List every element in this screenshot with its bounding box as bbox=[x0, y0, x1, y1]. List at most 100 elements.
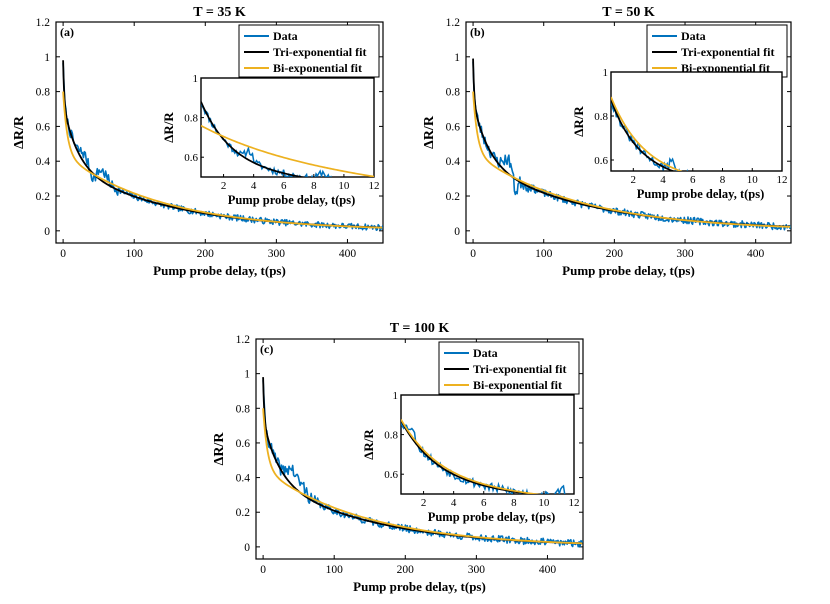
inset-x-tick-label: 4 bbox=[660, 174, 666, 186]
plot-frame bbox=[465, 21, 792, 244]
x-axis-label: Pump probe delay, t(ps) bbox=[562, 263, 695, 278]
x-tick-label: 200 bbox=[197, 248, 215, 260]
legend-tri-fit-label: Tri-exponential fit bbox=[273, 45, 366, 59]
legend-bi-fit-label: Bi-exponential fit bbox=[273, 61, 362, 75]
inset-x-tick-label: 6 bbox=[690, 174, 696, 186]
y-tick-label: 0.4 bbox=[446, 156, 461, 168]
inset-series-tri-fit bbox=[611, 99, 676, 171]
inset-x-axis-label: Pump probe delay, t(ps) bbox=[637, 187, 765, 201]
inset-x-tick-label: 4 bbox=[251, 180, 257, 192]
y-tick-label: 1.2 bbox=[446, 17, 461, 29]
inset-series-bi-fit bbox=[201, 124, 374, 177]
y-axis-label: ΔR/R bbox=[212, 432, 227, 466]
y-tick-label: 0.6 bbox=[236, 438, 251, 450]
x-tick-label: 0 bbox=[470, 248, 476, 260]
y-tick-label: 1 bbox=[244, 369, 250, 381]
inset: 2 4 6 8 10 12 0.6 0.8 1 Pump probe delay, t(ps) ΔR… bbox=[161, 73, 380, 207]
inset-frame bbox=[610, 71, 783, 172]
inset-y-tick-label: 1 bbox=[393, 390, 399, 402]
legend-data-label: Data bbox=[473, 346, 498, 360]
inset-series-tri-fit bbox=[401, 420, 538, 494]
y-tick-label: 0.2 bbox=[36, 191, 51, 203]
inset-x-tick-label: 10 bbox=[338, 180, 350, 192]
inset-x-tick-label: 8 bbox=[511, 497, 517, 509]
inset-y-axis-label: ΔR/R bbox=[361, 429, 376, 460]
y-tick-label: 0.8 bbox=[236, 403, 251, 415]
inset-x-tick-label: 12 bbox=[777, 174, 788, 186]
x-tick-label: 200 bbox=[397, 564, 415, 576]
inset-x-tick-label: 12 bbox=[569, 497, 580, 509]
inset-x-tick-label: 2 bbox=[631, 174, 637, 186]
x-tick-label: 100 bbox=[535, 248, 553, 260]
inset-frame bbox=[200, 77, 375, 178]
y-tick-label: 0 bbox=[454, 226, 460, 238]
inset-x-axis-label: Pump probe delay, t(ps) bbox=[428, 510, 556, 524]
panel-label: (c) bbox=[260, 342, 273, 356]
inset-x-tick-label: 6 bbox=[281, 180, 287, 192]
inset-y-tick-label: 0.6 bbox=[594, 155, 608, 167]
inset-series-bi-fit bbox=[611, 96, 683, 171]
series-bi-fit bbox=[472, 91, 791, 228]
inset-y-axis-label: ΔR/R bbox=[571, 106, 586, 137]
y-tick-label: 1.2 bbox=[236, 334, 251, 346]
legend-tri-fit-label: Tri-exponential fit bbox=[681, 45, 774, 59]
inset-y-tick-label: 0.6 bbox=[384, 469, 398, 481]
panel-0: T = 35 K 0 100 200 300 400 0 0.2 0.4 0.6 0.8 1 1.2 Pu… bbox=[12, 5, 384, 278]
x-tick-label: 300 bbox=[468, 564, 486, 576]
inset-x-tick-label: 8 bbox=[720, 174, 726, 186]
panel-1: T = 50 K 0 100 200 300 400 0 0.2 0.4 0.6 0.8 1 1.2 Pu… bbox=[422, 5, 792, 278]
inset-x-axis-label: Pump probe delay, t(ps) bbox=[228, 193, 356, 207]
panel-title: T = 50 K bbox=[602, 5, 655, 20]
inset-frame bbox=[400, 394, 575, 495]
inset-y-tick-label: 0.8 bbox=[184, 113, 198, 125]
x-tick-label: 400 bbox=[539, 564, 557, 576]
series-data bbox=[472, 61, 791, 231]
inset-series-data bbox=[611, 101, 688, 171]
inset-series-group bbox=[401, 419, 566, 494]
y-tick-label: 0.8 bbox=[36, 87, 51, 99]
legend-tri-fit-label: Tri-exponential fit bbox=[473, 362, 566, 376]
inset-x-tick-label: 8 bbox=[311, 180, 317, 192]
panel-2: T = 100 K 0 100 200 300 400 0 0.2 0.4 0.6 0.8 1 1.2 P… bbox=[212, 321, 584, 594]
x-tick-label: 100 bbox=[126, 248, 144, 260]
inset-x-tick-label: 12 bbox=[369, 180, 380, 192]
x-axis-label: Pump probe delay, t(ps) bbox=[153, 263, 286, 278]
legend: Data Tri-exponential fit Bi-exponential fi… bbox=[238, 24, 380, 78]
inset: 2 4 6 8 10 12 0.6 0.8 1 Pump probe delay, t(ps) ΔR… bbox=[571, 67, 788, 201]
inset-series-tri-fit bbox=[201, 101, 307, 177]
series-group bbox=[262, 377, 583, 548]
inset-y-tick-label: 0.8 bbox=[384, 430, 398, 442]
y-tick-label: 0.4 bbox=[236, 473, 251, 485]
inset-series-data bbox=[201, 103, 332, 177]
inset-series-group bbox=[611, 96, 688, 171]
inset-x-tick-label: 6 bbox=[481, 497, 487, 509]
x-tick-label: 100 bbox=[326, 564, 344, 576]
y-tick-label: 1.2 bbox=[36, 17, 51, 29]
inset-series-bi-fit bbox=[401, 419, 542, 494]
plot-frame bbox=[55, 21, 384, 244]
inset-y-tick-label: 0.8 bbox=[594, 111, 608, 123]
y-axis-label: ΔR/R bbox=[422, 115, 437, 149]
inset-y-tick-label: 1 bbox=[193, 73, 199, 85]
y-tick-label: 0.4 bbox=[36, 156, 51, 168]
series-group bbox=[472, 58, 791, 231]
y-tick-label: 1 bbox=[454, 52, 460, 64]
inset-y-tick-label: 1 bbox=[603, 67, 609, 79]
panel-title: T = 100 K bbox=[390, 321, 450, 336]
plot-frame bbox=[255, 338, 584, 560]
panel-label: (a) bbox=[60, 25, 74, 39]
y-axis-label: ΔR/R bbox=[12, 115, 27, 149]
legend-data-label: Data bbox=[273, 29, 298, 43]
series-bi-fit bbox=[62, 91, 383, 229]
series-bi-fit bbox=[262, 408, 583, 545]
legend-data-label: Data bbox=[681, 29, 706, 43]
panel-label: (b) bbox=[470, 25, 485, 39]
series-group bbox=[62, 60, 383, 231]
inset-x-tick-label: 10 bbox=[538, 497, 550, 509]
y-tick-label: 0.2 bbox=[236, 507, 251, 519]
x-axis-label: Pump probe delay, t(ps) bbox=[353, 579, 486, 594]
y-tick-label: 1 bbox=[44, 52, 50, 64]
